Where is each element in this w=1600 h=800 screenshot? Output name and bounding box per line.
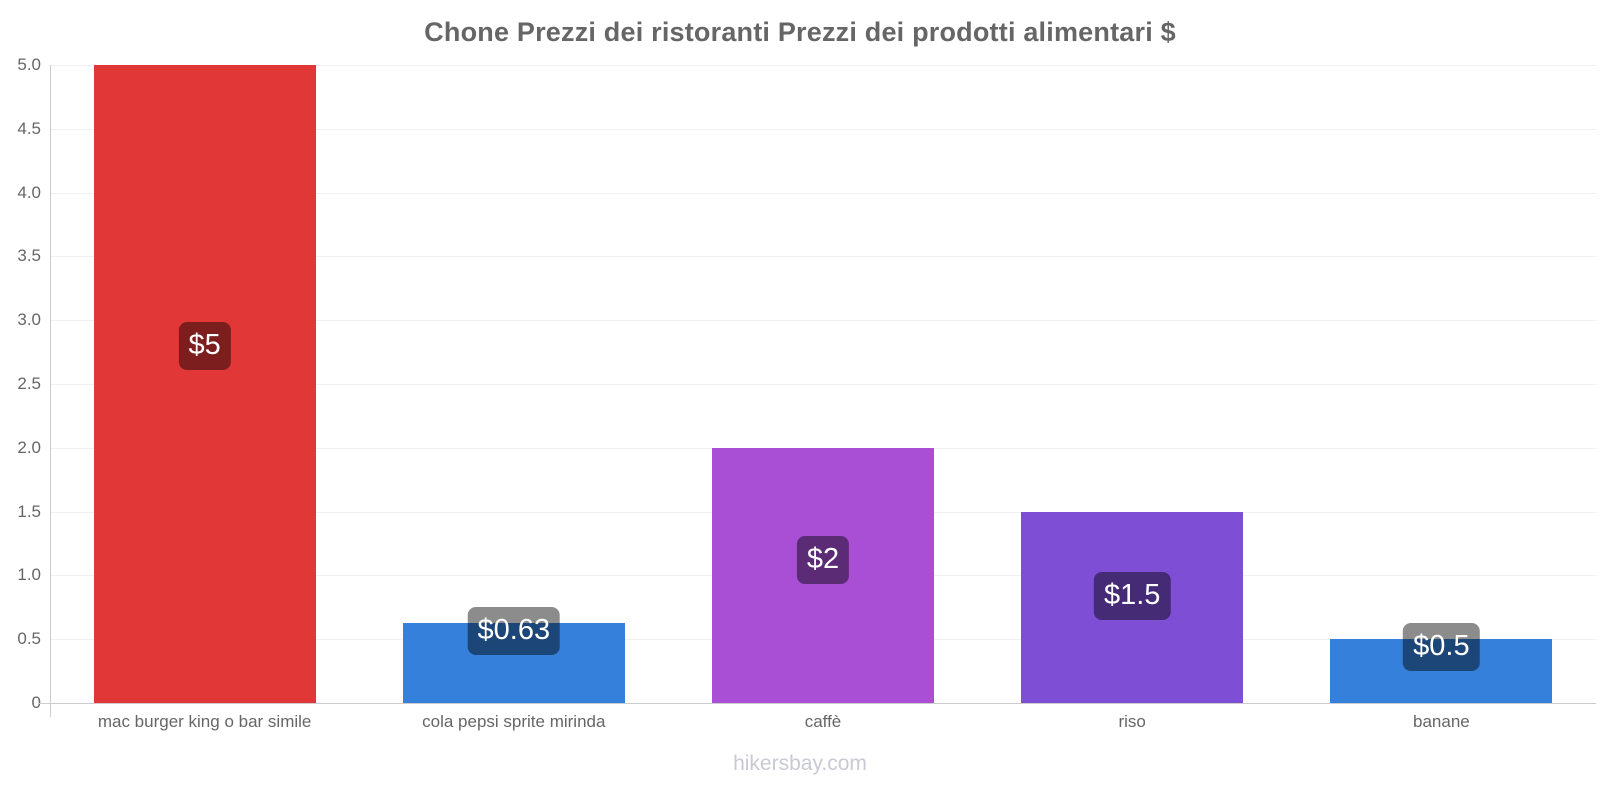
watermark-hikersbay: hikersbay.com [733, 752, 867, 775]
y-axis-labels: 0 0.5 1.0 1.5 2.0 2.5 3.0 3.5 4.0 4.5 5.0 [0, 55, 41, 712]
gridline [50, 384, 1596, 385]
gridline [50, 320, 1596, 322]
y-tick-label: 2.5 [17, 374, 41, 393]
y-tick-label: 1.0 [17, 565, 41, 585]
gridline [50, 128, 1596, 130]
x-tick-label: banane [1413, 712, 1470, 731]
bar-1[interactable] [93, 65, 316, 703]
y-tick-label: 1.5 [17, 501, 41, 521]
bar-4[interactable] [1021, 511, 1244, 703]
y-tick-label: 4.5 [17, 118, 41, 138]
x-tick-label: mac burger king o bar simile [97, 712, 312, 731]
bar-value-label: $0.63 [467, 606, 561, 655]
y-tick-label: 5.0 [17, 55, 41, 74]
bar-value-label: $5 [178, 321, 231, 370]
bar-value-label: $1.5 [1093, 571, 1171, 620]
y-tick-label: 3.0 [17, 310, 41, 330]
bar-value-label: $2 [796, 536, 850, 585]
bar-2[interactable] [402, 622, 625, 703]
chart-title: Chone Prezzi dei ristoranti Prezzi dei p… [424, 17, 1176, 47]
y-axis-line [50, 65, 51, 717]
gridline [50, 65, 1596, 66]
x-tick-label: cola pepsi sprite mirinda [422, 712, 606, 731]
y-tick-label: 4.0 [17, 182, 41, 202]
y-tick-label: 2.0 [17, 437, 41, 457]
x-axis-line [38, 703, 1596, 704]
y-tick-label: 0 [31, 693, 41, 712]
x-tick-label: riso [1118, 712, 1146, 731]
x-axis-labels: mac burger king o bar simile cola pepsi s… [50, 712, 1596, 740]
x-tick-label: caffè [804, 712, 842, 731]
gridline [50, 192, 1596, 194]
plot-area: $5 $0.63 $2 $1.5 $0.5 [50, 65, 1596, 703]
y-tick-label: 3.5 [17, 246, 41, 266]
y-tick-label: 0.5 [17, 629, 41, 649]
bar-3[interactable] [712, 447, 934, 703]
bar-value-label: $0.5 [1403, 623, 1480, 672]
bar-5[interactable] [1330, 639, 1553, 703]
gridline [50, 256, 1596, 258]
